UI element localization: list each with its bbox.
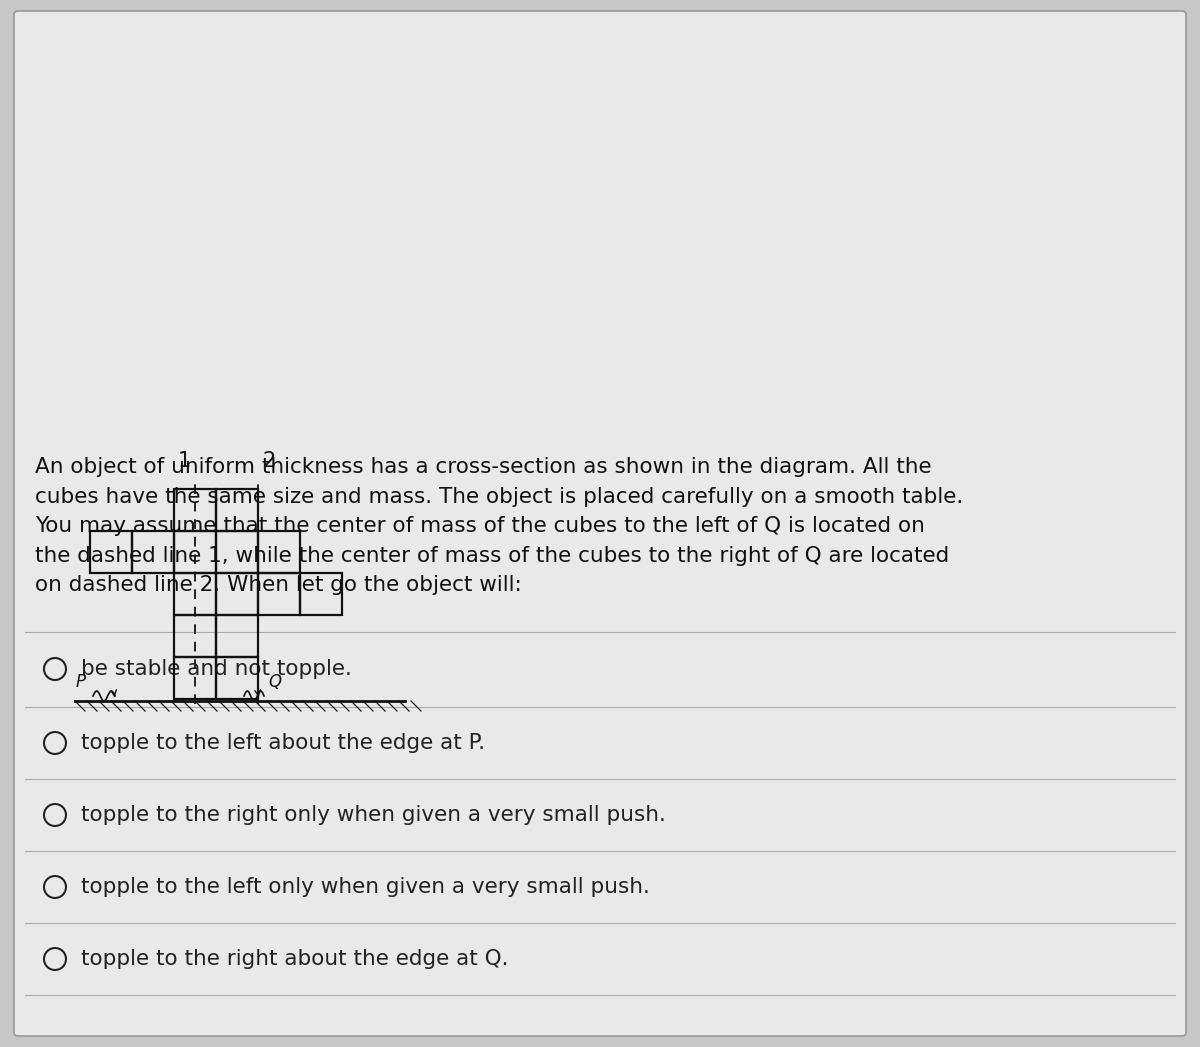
Bar: [258, 573, 300, 615]
Text: be stable and not topple.: be stable and not topple.: [82, 659, 352, 680]
Text: P: P: [76, 673, 86, 691]
Bar: [90, 531, 132, 573]
Text: topple to the right about the edge at Q.: topple to the right about the edge at Q.: [82, 949, 509, 970]
Text: topple to the right only when given a very small push.: topple to the right only when given a ve…: [82, 805, 666, 825]
Bar: [174, 658, 216, 699]
Bar: [132, 531, 174, 573]
Text: Q: Q: [268, 673, 281, 691]
Text: topple to the left about the edge at P.: topple to the left about the edge at P.: [82, 733, 485, 753]
Bar: [300, 573, 342, 615]
Text: An object of uniform thickness has a cross-section as shown in the diagram. All : An object of uniform thickness has a cro…: [35, 456, 964, 596]
Bar: [216, 615, 258, 658]
Text: 2: 2: [262, 451, 275, 471]
FancyBboxPatch shape: [14, 12, 1186, 1035]
Text: topple to the left only when given a very small push.: topple to the left only when given a ver…: [82, 877, 650, 897]
Bar: [174, 531, 216, 573]
Text: 1: 1: [178, 451, 191, 471]
Bar: [174, 489, 216, 531]
Bar: [216, 658, 258, 699]
Bar: [174, 615, 216, 658]
Bar: [216, 489, 258, 531]
Bar: [216, 573, 258, 615]
Bar: [174, 573, 216, 615]
Bar: [258, 531, 300, 573]
Bar: [216, 531, 258, 573]
